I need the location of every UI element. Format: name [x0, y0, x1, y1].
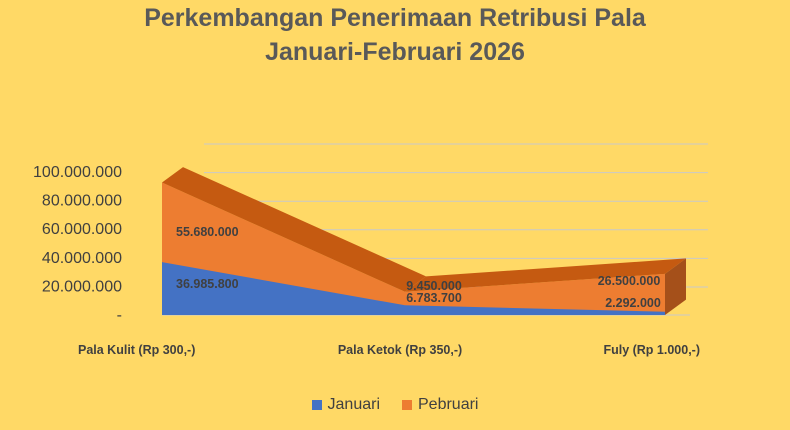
data-label-januari: 2.292.000 — [605, 296, 661, 310]
series-area-januari — [162, 262, 665, 315]
data-label-pebruari: 9.450.000 — [406, 279, 462, 293]
series-area-pebruari-top — [405, 258, 686, 292]
legend-swatch-pebruari — [402, 400, 412, 410]
data-label-januari: 6.783.700 — [406, 291, 462, 305]
x-tick-label: Pala Ketok (Rp 350,-) — [338, 343, 462, 357]
series-area-pebruari-top — [162, 167, 426, 292]
x-tick-label: Pala Kulit (Rp 300,-) — [78, 343, 195, 357]
legend-item-pebruari: Pebruari — [402, 396, 478, 414]
y-tick-label: 40.000.000 — [42, 250, 122, 267]
y-tick-label: 60.000.000 — [42, 221, 122, 238]
y-tick-label: 80.000.000 — [42, 193, 122, 210]
data-label-pebruari: 26.500.000 — [598, 274, 661, 288]
x-tick-label: Fuly (Rp 1.000,-) — [603, 343, 700, 357]
legend-label-januari: Januari — [327, 396, 380, 413]
series-area-pebruari — [162, 182, 665, 315]
legend-swatch-januari — [311, 400, 322, 410]
chart-title-line2: Januari-Februari 2026 — [265, 38, 525, 66]
series-area-side — [665, 258, 686, 315]
y-tick-label: 100.000.000 — [33, 164, 122, 181]
chart-title-line1: Perkembangan Penerimaan Retribusi Pala — [144, 4, 646, 32]
chart-legend: Januari Pebruari — [0, 396, 790, 414]
y-tick-label: 20.000.000 — [42, 278, 122, 295]
data-label-pebruari: 55.680.000 — [176, 225, 239, 239]
legend-item-januari: Januari — [311, 396, 380, 414]
data-label-januari: 36.985.800 — [176, 277, 239, 291]
y-tick-label: - — [117, 307, 122, 324]
legend-label-pebruari: Pebruari — [418, 396, 479, 413]
